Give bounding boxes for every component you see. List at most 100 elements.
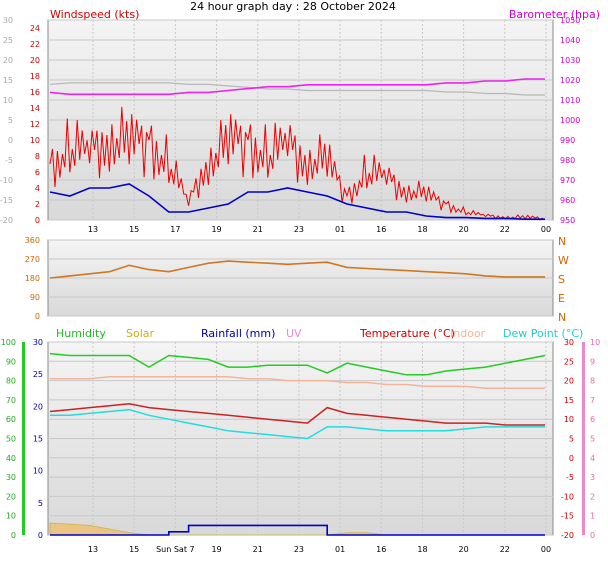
average-windspeed-line (49, 183, 545, 220)
barometer-tick-label: 960 (560, 196, 575, 205)
time-label: 21 (253, 545, 263, 554)
direction-series (49, 260, 545, 279)
time-label: 01 (335, 545, 345, 554)
temperature-tick-label: 5 (569, 435, 574, 444)
temperature-line (49, 403, 545, 426)
direction-degree-ticks: 360 270 180 90 0 (25, 236, 40, 321)
legend-uv: UV (286, 327, 302, 340)
compass-label: W (558, 254, 569, 267)
secondary-tick-label: 10 (3, 96, 13, 105)
temperature-tick-label: 0 (569, 454, 574, 463)
secondary-tick-label: 25 (3, 36, 13, 45)
compass-label: N (558, 311, 566, 324)
barometer-tick-label: 1000 (560, 116, 580, 125)
humidity-tick-label: 80 (6, 377, 16, 386)
humidity-tick-label: 70 (6, 396, 16, 405)
humidity-temp-gridlines (48, 341, 553, 536)
windspeed-tick-label: 4 (35, 184, 40, 193)
barometer-tick-label: 1050 (560, 16, 580, 25)
uv-tick-label: 3 (590, 473, 595, 482)
direction-gridlines (48, 239, 553, 317)
time-label: 13 (88, 545, 98, 554)
degree-tick-label: 90 (30, 293, 40, 302)
compass-label: N (558, 235, 566, 248)
secondary-tick-label: 15 (3, 76, 13, 85)
time-label: 17 (170, 225, 180, 234)
secondary-tick-label: -15 (0, 196, 13, 205)
temperature-tick-label: -10 (561, 492, 574, 501)
time-label: 15 (129, 225, 139, 234)
time-label: 00 (541, 225, 551, 234)
time-label: 22 (500, 225, 510, 234)
barometer-tick-label: 1020 (560, 76, 580, 85)
secondary-tick-label: -20 (0, 216, 13, 225)
barometer-tick-label: 1010 (560, 96, 580, 105)
barometer-tick-label: 980 (560, 156, 575, 165)
rainfall-tick-label: 25 (33, 370, 43, 379)
humidity-tick-label: 40 (6, 454, 16, 463)
humidity-tick-label: 30 (6, 473, 16, 482)
legend-dew-point: Dew Point (°C) (503, 327, 583, 340)
legend-rainfall: Rainfall (mm) (201, 327, 275, 340)
temperature-tick-label: 25 (564, 357, 574, 366)
dew-point-line (50, 408, 545, 440)
rainfall-tick-label: 15 (33, 435, 43, 444)
secondary-tick-label: 5 (8, 116, 13, 125)
time-label: 13 (88, 225, 98, 234)
compass-label: E (558, 292, 565, 305)
time-label: 16 (376, 225, 386, 234)
wind-direction-line (49, 260, 545, 279)
grey-trace-line (49, 82, 545, 96)
time-label: 23 (294, 225, 304, 234)
barometer-tick-label: 1040 (560, 36, 580, 45)
barometer-axis-title: Barometer (hpa) (509, 8, 600, 21)
legend-solar: Solar (126, 327, 155, 340)
windspeed-tick-label: 16 (30, 88, 40, 97)
rainfall-tick-label: 0 (38, 531, 43, 540)
secondary-tick-label: -10 (0, 176, 13, 185)
uv-tick-label: 6 (590, 415, 595, 424)
indoor-line (50, 375, 545, 390)
barometer-ticks: 1050 1040 1030 1020 1010 1000 990 980 970 960 950 (560, 16, 580, 225)
time-label: 00 (541, 545, 551, 554)
degree-tick-label: 180 (25, 274, 40, 283)
degree-tick-label: 270 (25, 255, 40, 264)
time-label: 18 (417, 225, 427, 234)
legend-humidity: Humidity (56, 327, 106, 340)
humidity-line (49, 352, 546, 376)
uv-tick-label: 7 (590, 396, 595, 405)
wind-baro-gridlines (48, 19, 553, 221)
humidity-tick-label: 50 (6, 435, 16, 444)
humidity-tick-label: 90 (6, 357, 16, 366)
humidity-temp-legend: Humidity Solar Rainfall (mm) UV Temperat… (56, 327, 583, 340)
humidity-tick-label: 20 (6, 492, 16, 501)
degree-tick-label: 360 (25, 236, 40, 245)
windspeed-tick-label: 10 (30, 136, 40, 145)
rainfall-tick-label: 30 (33, 338, 43, 347)
barometer-line (49, 78, 545, 96)
humidity-temp-series (49, 352, 546, 536)
legend-indoor: Indoor (450, 327, 486, 340)
uv-tick-label: 5 (590, 435, 595, 444)
secondary-tick-label: 20 (3, 56, 13, 65)
barometer-tick-label: 1030 (560, 56, 580, 65)
barometer-tick-label: 970 (560, 176, 575, 185)
windspeed-tick-label: 8 (35, 152, 40, 161)
rainfall-tick-label: 5 (38, 499, 43, 508)
uv-tick-label: 2 (590, 492, 595, 501)
secondary-ticks: 30 25 20 15 10 5 0 -5 -10 -15 -20 (0, 16, 13, 225)
humidity-axis-bar (22, 342, 25, 535)
temperature-tick-label: -20 (561, 531, 574, 540)
time-label: 01 (335, 225, 345, 234)
time-label: 21 (253, 225, 263, 234)
time-label: 19 (211, 545, 221, 554)
degree-tick-label: 0 (35, 312, 40, 321)
time-label: 20 (459, 545, 469, 554)
temperature-tick-label: -15 (561, 512, 574, 521)
windspeed-tick-label: 22 (30, 40, 40, 49)
windspeed-tick-label: 14 (30, 104, 40, 113)
time-label: 23 (294, 545, 304, 554)
temperature-tick-label: 10 (564, 415, 574, 424)
